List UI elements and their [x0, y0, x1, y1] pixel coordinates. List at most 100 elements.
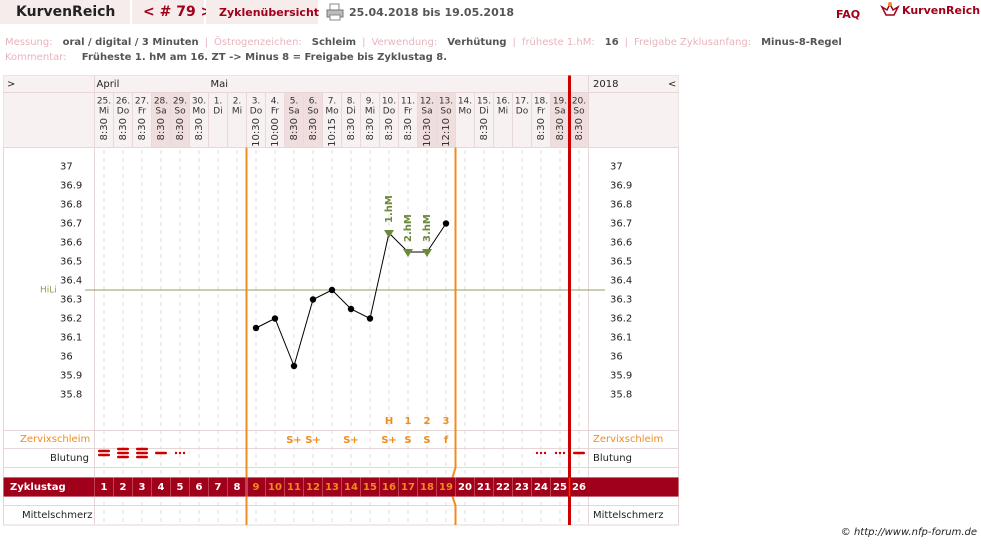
comment-label: Kommentar:	[5, 52, 67, 63]
date-label: 25.	[97, 97, 111, 107]
weekend-shade	[550, 92, 570, 148]
logo[interactable]: KurvenReich	[902, 4, 981, 17]
overview-box	[206, 0, 318, 24]
separator: |	[624, 37, 629, 48]
time-label: 10:15	[327, 118, 338, 147]
hili-label: HiLi	[40, 286, 57, 296]
date-label: 14.	[458, 97, 472, 107]
bleeding-dot	[182, 451, 186, 455]
weekday-label: Fr	[271, 107, 280, 117]
print-icon[interactable]	[326, 3, 344, 21]
cycle-day: 20	[458, 482, 472, 493]
time-label: 8:30	[137, 118, 148, 140]
y-tick-label: 36.2	[60, 314, 82, 325]
comment-row: Kommentar: Früheste 1. hM am 16. ZT -> M…	[5, 45, 447, 64]
weekday-label: So	[174, 107, 186, 117]
nav-left[interactable]: >	[7, 79, 15, 90]
bleeding-dash	[117, 455, 129, 459]
weekday-label: So	[573, 107, 585, 117]
weekday-label: Di	[346, 107, 355, 117]
weekday-label: Mi	[498, 107, 508, 117]
time-label: 8:30	[156, 118, 167, 140]
weekday-label: Mo	[325, 107, 339, 117]
bleeding-dot	[562, 451, 566, 455]
cycle-nav[interactable]: < # 79 >	[143, 4, 213, 20]
cycle-day: 24	[534, 482, 548, 493]
weekday-label: Do	[117, 107, 130, 117]
weekday-label: Di	[213, 107, 222, 117]
faq-link[interactable]: FAQ	[836, 8, 861, 21]
bleeding-dash	[136, 451, 148, 455]
weekday-label: Mi	[232, 107, 242, 117]
overview-link[interactable]: Zyklenübersicht	[219, 6, 320, 19]
cycle-day: 17	[401, 482, 415, 493]
cervix-entry: S	[423, 435, 430, 446]
y-tick-label: 36.9	[60, 181, 82, 192]
date-label: 17.	[515, 97, 529, 107]
date-label: 29.	[173, 97, 187, 107]
y-tick-label: 35.8	[60, 390, 82, 401]
y-tick-label: 36	[60, 352, 73, 363]
date-label: 3.	[252, 97, 261, 107]
cycle-day: 11	[287, 482, 301, 493]
row-label-right: Zervixschleim	[593, 434, 663, 445]
weekday-label: Di	[479, 107, 488, 117]
cycle-day: 2	[120, 482, 127, 493]
date-label: 8.	[347, 97, 356, 107]
time-label: 10:30	[422, 118, 433, 147]
brand[interactable]: KurvenReich	[16, 4, 116, 20]
weekday-label: So	[440, 107, 452, 117]
cycle-day: 25	[553, 482, 567, 493]
bleeding-mark	[535, 451, 547, 455]
bleeding-mark	[136, 447, 148, 459]
time-label: 8:30	[346, 118, 357, 140]
y-tick-label: 36.7	[60, 219, 82, 230]
nav-right[interactable]: <	[668, 79, 676, 90]
bleeding-dot	[535, 451, 539, 455]
bleeding-dash	[98, 453, 110, 457]
date-label: 2.	[233, 97, 242, 107]
row-label-right: Blutung	[593, 453, 632, 464]
separator: |	[362, 37, 366, 48]
cycle-day: 16	[382, 482, 396, 493]
weekday-label: Fr	[537, 107, 546, 117]
date-label: 20.	[572, 97, 586, 107]
info-value: oral / digital / 3 Minuten	[62, 37, 199, 48]
temperature-point	[366, 315, 374, 322]
date-label: 4.	[271, 97, 280, 107]
date-label: 30.	[192, 97, 206, 107]
info-value: Minus-8-Regel	[761, 37, 842, 48]
date-label: 7.	[328, 97, 337, 107]
bleeding-mark	[554, 451, 566, 455]
time-label: 8:30	[308, 118, 319, 140]
time-label: 8:30	[536, 118, 547, 140]
weekend-shade	[569, 92, 589, 148]
date-label: 15.	[477, 97, 491, 107]
bleeding-dash	[136, 447, 148, 451]
cycle-day: 8	[234, 482, 241, 493]
date-label: 13.	[439, 97, 453, 107]
hm-marker	[384, 230, 394, 238]
row-label: Zyklustag	[10, 482, 66, 493]
bleeding-dash	[573, 451, 585, 455]
bleeding-mark	[573, 451, 585, 455]
peak-label: 3	[443, 416, 450, 427]
cervix-entry: S+	[286, 435, 302, 446]
weekday-label: Sa	[288, 107, 299, 117]
time-label: 10:00	[270, 118, 281, 147]
time-label: 8:30	[289, 118, 300, 140]
cycle-day: 13	[325, 482, 339, 493]
cycle-day: 1	[101, 482, 108, 493]
weekend-shade	[151, 92, 171, 148]
weekday-label: Do	[516, 107, 529, 117]
bleeding-mark	[155, 451, 167, 455]
row-label-right: Mittelschmerz	[593, 510, 663, 521]
date-label: 27.	[135, 97, 149, 107]
cycle-day: 7	[215, 482, 222, 493]
bleeding-mark	[117, 447, 129, 459]
weekday-label: Mi	[365, 107, 375, 117]
weekend-shade	[284, 92, 304, 148]
info-value: Schleim	[311, 37, 357, 48]
cycle-day: 9	[253, 482, 260, 493]
y-tick-label: 36.8	[60, 200, 82, 211]
